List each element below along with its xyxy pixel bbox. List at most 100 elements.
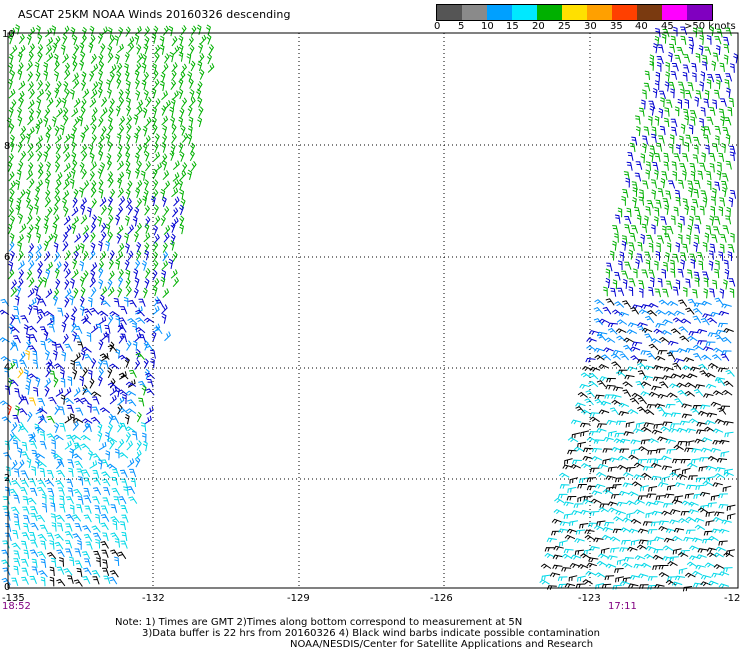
- wind-barb: [700, 404, 711, 410]
- wind-barb: [602, 448, 613, 453]
- wind-barb: [690, 116, 696, 126]
- wind-barb: [140, 422, 147, 432]
- wind-barb: [136, 197, 143, 209]
- wind-barb: [125, 197, 132, 209]
- wind-barb: [97, 358, 103, 370]
- wind-barb: [102, 360, 109, 370]
- wind-barb: [603, 286, 608, 297]
- wind-barb: [190, 25, 197, 36]
- left-swath-time: 18:52: [2, 601, 31, 612]
- wind-barb: [104, 431, 110, 442]
- wind-barb: [718, 251, 724, 261]
- wind-barb: [686, 373, 698, 379]
- wind-barb: [13, 335, 21, 344]
- wind-barb: [727, 251, 733, 262]
- wind-barb: [74, 335, 82, 344]
- wind-barb: [16, 107, 23, 118]
- wind-barb: [53, 214, 60, 225]
- wind-barb: [598, 507, 609, 513]
- wind-barb: [8, 62, 14, 74]
- wind-barb: [726, 206, 731, 217]
- wind-barb: [71, 306, 78, 317]
- wind-barb: [104, 324, 111, 334]
- lon-axis-labels: -135 -132 -129 -126 -123 -120: [2, 593, 740, 604]
- wind-barb: [712, 439, 723, 445]
- wind-barb: [173, 196, 180, 207]
- wind-barb: [37, 479, 47, 488]
- wind-barb: [40, 340, 47, 350]
- wind-barb: [90, 391, 102, 397]
- wind-barb: [179, 170, 187, 181]
- wind-barb: [62, 25, 70, 36]
- wind-barb: [62, 241, 69, 252]
- wind-barb: [692, 154, 699, 164]
- wind-barb: [120, 333, 128, 343]
- wind-barb: [704, 562, 716, 568]
- wind-barb: [125, 390, 137, 396]
- right-swath-wind-barbs: [539, 25, 738, 592]
- wind-barb: [153, 78, 160, 90]
- wind-barb: [589, 511, 600, 516]
- wind-barb: [41, 503, 48, 513]
- wind-barb: [0, 355, 11, 362]
- wind-barb: [554, 497, 565, 504]
- wind-barb: [622, 381, 633, 388]
- wind-barb: [95, 539, 101, 549]
- wind-barb: [723, 54, 729, 65]
- wind-barb: [705, 225, 712, 235]
- wind-barb: [607, 466, 618, 472]
- wind-barb: [98, 267, 104, 279]
- wind-barb: [136, 160, 143, 172]
- wind-barb: [143, 71, 150, 83]
- wind-barb: [582, 365, 593, 372]
- wind-barb: [100, 26, 108, 36]
- wind-barb: [632, 187, 638, 197]
- wind-barb: [117, 243, 125, 253]
- wind-barb: [705, 465, 717, 471]
- wind-barb: [125, 431, 132, 443]
- wind-barb: [549, 572, 561, 578]
- wind-barb: [588, 431, 599, 436]
- wind-barb: [674, 575, 686, 581]
- wind-barb: [118, 333, 125, 344]
- wind-barb: [77, 540, 82, 550]
- wind-barb: [135, 90, 141, 101]
- wind-barb: [51, 522, 57, 532]
- wind-barb: [620, 527, 631, 533]
- wind-barb: [53, 53, 59, 65]
- wind-barb: [111, 487, 120, 496]
- wind-barb: [720, 115, 725, 127]
- wind-barb: [557, 493, 568, 499]
- wind-barb: [698, 45, 704, 56]
- wind-barb: [118, 354, 129, 362]
- wind-barb: [657, 277, 663, 288]
- wind-barb: [180, 125, 186, 136]
- wind-barb: [136, 440, 142, 451]
- wind-barb: [169, 51, 174, 63]
- wind-barb: [716, 161, 722, 172]
- wind-barb: [152, 224, 159, 236]
- wind-barb: [722, 279, 728, 290]
- wind-barb: [187, 169, 193, 181]
- wind-barb: [83, 487, 91, 497]
- wind-barb: [86, 332, 92, 342]
- wind-barb: [604, 337, 616, 343]
- wind-barb: [665, 61, 670, 72]
- wind-barb: [12, 414, 20, 424]
- wind-barb: [79, 296, 85, 307]
- wind-barb: [138, 334, 147, 343]
- wind-barb: [70, 168, 76, 179]
- wind-barb: [682, 153, 689, 162]
- wind-barb: [62, 232, 69, 243]
- wind-barb: [76, 504, 83, 513]
- wind-barb: [633, 462, 645, 468]
- wind-barb: [53, 434, 64, 441]
- wind-barb: [708, 580, 719, 586]
- wind-barb: [589, 416, 600, 423]
- wind-barb: [691, 62, 697, 73]
- wind-barb: [672, 286, 679, 296]
- wind-barb: [17, 447, 23, 458]
- wind-barb: [28, 277, 35, 288]
- wind-barb: [600, 547, 610, 555]
- wind-barb: [132, 340, 138, 351]
